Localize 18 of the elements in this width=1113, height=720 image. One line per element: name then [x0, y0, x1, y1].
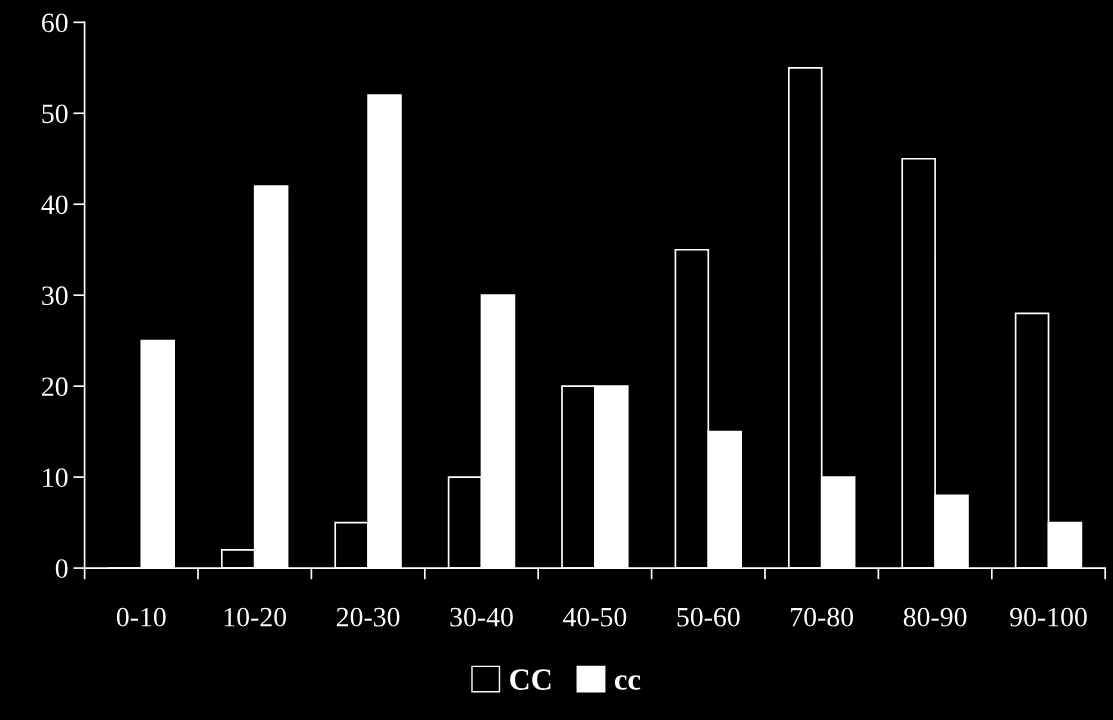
y-tick-label: 20	[42, 377, 68, 397]
x-tick-label: 50-60	[677, 607, 740, 627]
x-tick-label: 10-20	[224, 607, 287, 627]
x-tick-label: 70-80	[791, 607, 854, 627]
y-tick-label: 10	[43, 468, 68, 488]
y-tick-label: 0	[55, 559, 68, 578]
y-tick-label: 60	[42, 13, 68, 33]
x-tick-label: 80-90	[903, 607, 967, 627]
x-tick-label: 0-10	[116, 607, 166, 627]
y-tick-label: 30	[42, 286, 68, 306]
x-tick-label: 30-40	[450, 607, 513, 627]
y-tick-label: 50	[42, 104, 68, 124]
x-tick-label: 40-50	[563, 607, 627, 627]
legend-label: cc	[614, 675, 641, 690]
legend-label: CC	[510, 669, 551, 690]
y-tick-label: 40	[41, 195, 68, 215]
x-tick-label: 20-30	[336, 607, 400, 627]
x-tick-label: 90-100	[1010, 607, 1087, 627]
